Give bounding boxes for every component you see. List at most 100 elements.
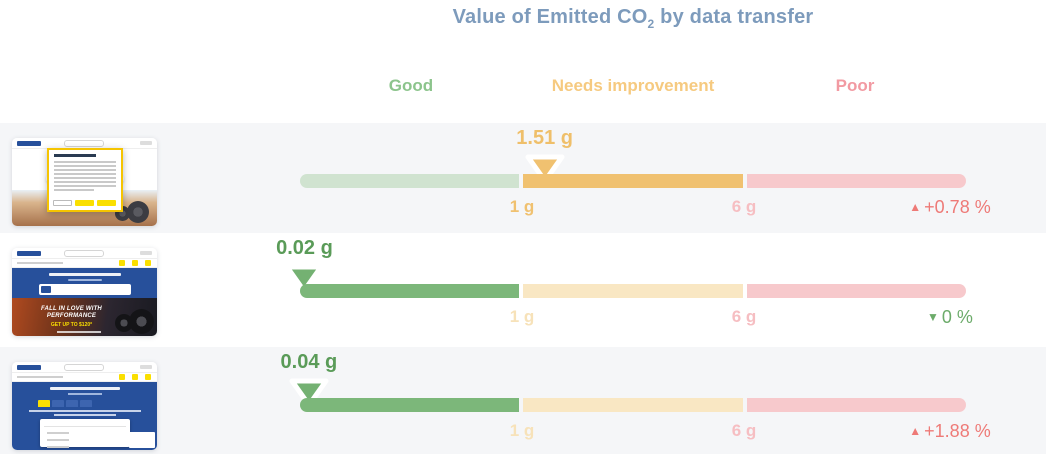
thumb-blue-body xyxy=(12,382,157,450)
zone-header-good: Good xyxy=(388,76,434,95)
thumb-search-bar xyxy=(64,364,104,371)
thumb-tab-active xyxy=(38,400,50,407)
trend-delta: ▲ +1.88 % xyxy=(870,421,1030,442)
hero-offer-text: GET UP TO $120* xyxy=(50,322,93,328)
segment-poor xyxy=(746,398,966,412)
bullet-track xyxy=(300,284,966,298)
thumb-search-bar xyxy=(64,140,104,147)
bullet-track-area: 0.02 g 1 g 6 g xyxy=(276,233,966,347)
modal-text-line xyxy=(54,177,116,179)
threshold-label-1g: 1 g xyxy=(509,307,535,326)
segment-good xyxy=(300,398,520,412)
thumb-text-line xyxy=(28,410,141,412)
marker-triangle-icon xyxy=(525,154,565,184)
threshold-label-6g: 6 g xyxy=(731,197,757,216)
bullet-track xyxy=(300,174,966,188)
thumb-site-header xyxy=(12,248,157,259)
thumb-account-icons xyxy=(140,251,152,255)
thumb-search-bar xyxy=(64,250,104,257)
banner-subline-placeholder xyxy=(67,279,102,281)
trend-delta: ▲ +0.78 % xyxy=(870,197,1030,218)
thumb-yellow-icon xyxy=(145,260,151,266)
segment-needs-improvement xyxy=(523,174,743,188)
michelin-logo-icon xyxy=(17,141,41,146)
thumb-yellow-icon xyxy=(119,374,125,380)
modal-decline-button xyxy=(53,200,72,206)
threshold-label-1g: 1 g xyxy=(509,421,535,440)
trend-delta: ▼ 0 % xyxy=(870,307,1030,328)
row-homepage: FALL IN LOVE WITH PERFORMANCE GET UP TO … xyxy=(0,233,1046,347)
zone-header-needs-improvement: Needs improvement xyxy=(551,76,715,95)
banner-headline-placeholder xyxy=(48,273,121,276)
co2-value-label: 1.51 g xyxy=(516,127,573,149)
co2-value-label: 0.04 g xyxy=(280,351,338,373)
thumb-tab xyxy=(80,400,92,407)
chart-rows: 1.51 g 1 g 6 g ▲ +0.78 % xyxy=(0,123,1046,454)
marker-triangle-icon xyxy=(289,378,329,408)
threshold-label-1g: 1 g xyxy=(509,197,535,216)
dropdown-item xyxy=(47,446,69,448)
title-text: Value of Emitted CO xyxy=(452,6,648,28)
dropdown-item xyxy=(47,439,69,441)
thumb-hero-image: FALL IN LOVE WITH PERFORMANCE GET UP TO … xyxy=(12,298,157,336)
segment-needs-improvement xyxy=(523,284,743,298)
dropdown-item xyxy=(47,432,69,434)
marker-triangle-icon xyxy=(284,264,324,294)
cookie-consent-modal xyxy=(47,148,123,212)
page-thumbnail-cookie-consent xyxy=(12,138,157,226)
michelin-logo-icon xyxy=(17,251,41,256)
tire-image xyxy=(129,309,154,334)
dropdown-search-row xyxy=(44,422,126,427)
modal-text-line xyxy=(54,189,94,191)
tire-image xyxy=(127,201,149,223)
bullet-track xyxy=(300,398,966,412)
thumb-text-line xyxy=(53,414,116,416)
side-tooltip-box xyxy=(129,432,155,448)
zone-header-poor: Poor xyxy=(835,76,875,95)
threshold-label-6g: 6 g xyxy=(731,421,757,440)
segment-good xyxy=(300,174,520,188)
modal-settings-button xyxy=(75,200,94,206)
thumb-tabs xyxy=(38,400,92,407)
thumb-yellow-icon xyxy=(119,260,125,266)
page-title: Value of Emitted CO2 by data transfer xyxy=(220,6,1046,31)
segment-poor xyxy=(746,174,966,188)
segment-needs-improvement xyxy=(523,398,743,412)
page-thumbnail-homepage: FALL IN LOVE WITH PERFORMANCE GET UP TO … xyxy=(12,248,157,336)
trend-delta-value: +1.88 % xyxy=(924,421,991,441)
thumb-account-icons xyxy=(140,365,152,369)
zone-headers: Good Needs improvement Poor xyxy=(300,76,966,96)
thumb-nav-bar xyxy=(12,259,157,268)
tire-search-input xyxy=(38,284,131,295)
input-chip xyxy=(40,286,51,293)
thumb-tab xyxy=(66,400,78,407)
thumb-account-icons xyxy=(140,141,152,145)
bullet-track-area: 0.04 g 1 g 6 g xyxy=(281,347,966,454)
row-tire-finder-page: 0.04 g 1 g 6 g ▲ +1.88 % xyxy=(0,347,1046,454)
thumb-nav-bar xyxy=(12,373,157,382)
segment-good xyxy=(300,284,520,298)
thumb-blue-banner xyxy=(12,268,157,298)
trend-arrow-icon: ▲ xyxy=(909,424,922,438)
thumb-yellow-icon xyxy=(145,374,151,380)
thumb-yellow-icon xyxy=(132,260,138,266)
tire-image xyxy=(115,314,133,332)
thumb-site-header xyxy=(12,362,157,373)
segment-poor xyxy=(746,284,966,298)
modal-text-line xyxy=(54,181,116,183)
trend-arrow-icon: ▲ xyxy=(909,200,922,214)
thumb-nav-links xyxy=(17,376,63,378)
michelin-logo-icon xyxy=(17,365,41,370)
banner-headline-placeholder xyxy=(49,387,120,390)
hero-headline: FALL IN LOVE WITH PERFORMANCE xyxy=(41,306,102,319)
trend-delta-value: 0 % xyxy=(941,307,973,327)
bullet-track-area: 1.51 g 1 g 6 g xyxy=(300,123,966,233)
banner-subline-placeholder xyxy=(67,393,102,395)
dropdown-panel xyxy=(40,419,130,448)
modal-text-line xyxy=(54,165,116,167)
modal-title-placeholder xyxy=(54,154,96,157)
modal-text-line xyxy=(54,185,116,187)
co2-value-label: 0.02 g xyxy=(276,237,333,259)
row-cookie-consent-page: 1.51 g 1 g 6 g ▲ +0.78 % xyxy=(0,123,1046,233)
